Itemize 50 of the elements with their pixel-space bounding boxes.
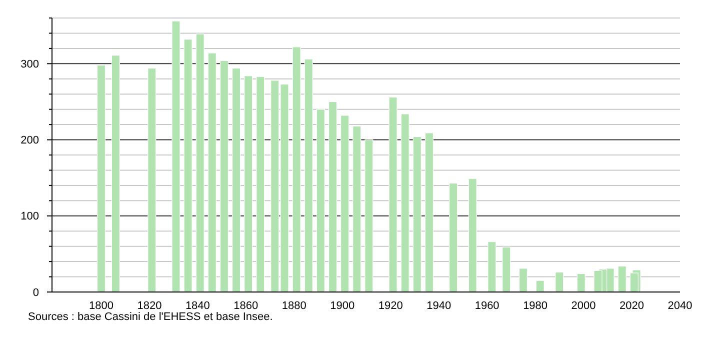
bar bbox=[304, 58, 313, 292]
y-tick-label: 300 bbox=[20, 58, 39, 71]
x-tick-label: 1920 bbox=[378, 300, 403, 312]
bar bbox=[555, 272, 564, 292]
bar bbox=[111, 54, 120, 292]
bar bbox=[576, 273, 586, 292]
x-tick-label: 1820 bbox=[137, 300, 162, 312]
bar bbox=[96, 64, 106, 292]
x-tick-label: 1860 bbox=[234, 300, 258, 312]
bar bbox=[424, 132, 434, 292]
x-tick-label: 1940 bbox=[426, 300, 452, 312]
x-tick-label: 1980 bbox=[523, 300, 548, 312]
bar bbox=[364, 139, 374, 292]
source-note: Sources : base Cassini de l'EHESS et base Insee. bbox=[28, 311, 273, 323]
bar bbox=[502, 246, 511, 292]
x-tick-label: 1800 bbox=[88, 300, 114, 312]
bar bbox=[244, 76, 253, 292]
y-tick-label: 100 bbox=[20, 210, 39, 223]
bar bbox=[172, 20, 180, 292]
x-tick-label: 2020 bbox=[620, 300, 644, 312]
bar bbox=[630, 272, 638, 292]
x-tick-label: 1840 bbox=[185, 300, 210, 312]
bar bbox=[148, 68, 156, 292]
bar bbox=[184, 39, 192, 292]
x-tick-label: 1900 bbox=[330, 300, 355, 312]
y-tick-label: 200 bbox=[20, 134, 39, 147]
bar bbox=[449, 182, 458, 292]
bar bbox=[536, 280, 544, 292]
bar bbox=[196, 34, 204, 292]
bar bbox=[328, 101, 338, 292]
bar bbox=[412, 136, 422, 292]
bar bbox=[292, 46, 301, 292]
bar bbox=[220, 60, 229, 292]
bar bbox=[316, 109, 325, 292]
y-tick-label: 0 bbox=[32, 286, 39, 299]
x-tick-label: 2040 bbox=[668, 300, 692, 312]
bar bbox=[340, 115, 350, 292]
bar bbox=[352, 126, 362, 292]
bar bbox=[232, 68, 241, 292]
bar bbox=[618, 266, 626, 292]
bar bbox=[488, 241, 496, 292]
bar bbox=[518, 268, 528, 292]
x-tick-label: 2000 bbox=[571, 300, 596, 312]
bar bbox=[400, 114, 410, 292]
bar bbox=[256, 76, 265, 292]
bar bbox=[388, 96, 398, 292]
x-tick-label: 1880 bbox=[282, 300, 306, 312]
x-tick-label: 1960 bbox=[474, 300, 500, 312]
bar bbox=[208, 52, 216, 292]
bar bbox=[468, 178, 477, 292]
